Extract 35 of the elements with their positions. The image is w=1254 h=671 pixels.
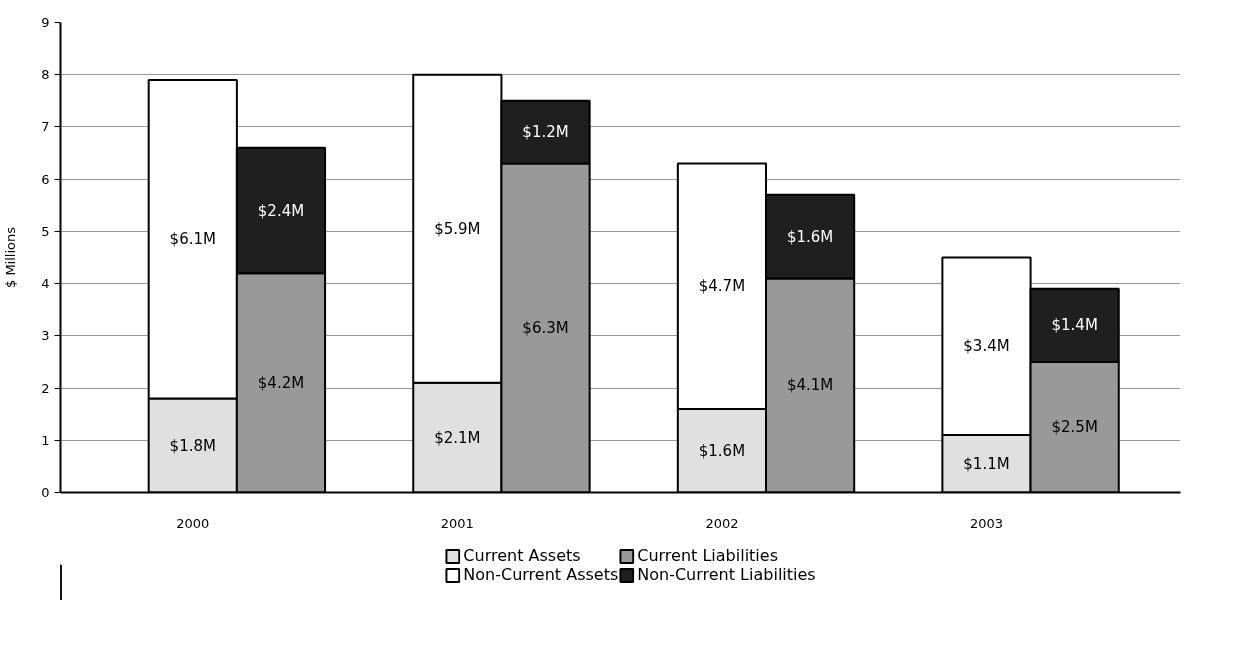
legend-label: Current Liabilities	[637, 546, 778, 565]
data-label: $6.3M	[522, 319, 569, 337]
y-tick-label: 3	[41, 328, 50, 344]
legend-label: Non-Current Assets	[463, 565, 619, 584]
y-tick-label: 7	[41, 119, 50, 135]
legend-label: Non-Current Liabilities	[637, 565, 816, 584]
data-label: $4.1M	[786, 376, 834, 395]
y-tick-label: 4	[41, 276, 50, 292]
data-label: $4.7M	[698, 277, 746, 296]
data-label: $2.5M	[1051, 418, 1098, 437]
x-tick-label: 2000	[176, 515, 210, 531]
data-label: $1.4M	[1051, 316, 1098, 335]
y-tick-label: 6	[41, 171, 50, 187]
data-label: $4.2M	[257, 373, 305, 392]
data-label: $1.6M	[698, 441, 746, 460]
y-tick-label: 5	[41, 223, 50, 239]
data-label: $1.6M	[786, 227, 834, 246]
data-label: $1.2M	[522, 123, 569, 142]
data-label: $6.1M	[169, 230, 216, 249]
y-tick-label: 0	[41, 485, 50, 500]
data-label: $2.4M	[257, 201, 305, 220]
y-tick-label: 8	[41, 67, 50, 83]
data-label: $2.1M	[434, 428, 481, 447]
data-label: $1.1M	[963, 454, 1010, 473]
data-label: $5.9M	[434, 219, 481, 238]
x-tick-label: 2003	[969, 515, 1004, 531]
data-label: $3.4M	[963, 337, 1010, 356]
y-tick-label: 1	[41, 432, 50, 448]
x-tick-label: 2002	[705, 515, 739, 531]
y-tick-label: 9	[41, 15, 50, 30]
y-tick-label: 2	[41, 380, 50, 396]
y-axis-title: $ Millions	[3, 226, 19, 289]
legend-label: Current Assets	[463, 546, 581, 565]
x-tick-label: 2001	[440, 515, 474, 531]
data-label: $1.8M	[169, 436, 216, 455]
